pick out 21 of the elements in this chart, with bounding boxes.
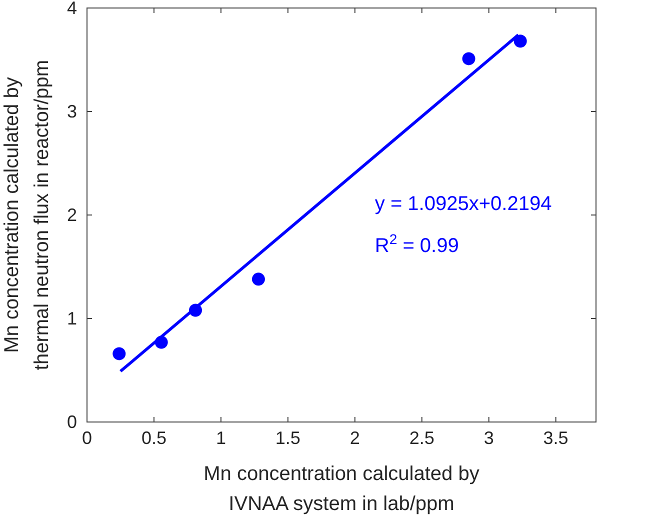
point <box>462 52 476 66</box>
x-tick-label: 3.5 <box>543 428 568 448</box>
annotation: y = 1.0925x+0.2194 <box>374 193 552 215</box>
y-tick-label: 4 <box>66 0 77 18</box>
x-tick-label: 1 <box>216 428 226 448</box>
x-axis-title: Mn concentration calculated by IVNAA system in lab/ppm <box>204 463 480 515</box>
y-tick-label: 3 <box>66 102 77 122</box>
point <box>514 34 527 48</box>
y-tick-label: 2 <box>66 205 77 225</box>
y-tick-label: 0 <box>66 412 77 432</box>
annotation: R$^{2}$ = 0.99 <box>374 231 459 257</box>
point <box>112 347 126 360</box>
y-axis-title: Mn concentration calculated by thermal neutron flux in reactor/ppm <box>1 60 53 370</box>
x-tick-label: 2 <box>350 428 360 448</box>
x-tick-label: 0 <box>82 428 92 448</box>
y-tick-label: 1 <box>66 308 77 328</box>
point <box>252 272 265 286</box>
x-tick-label: 0.5 <box>141 428 166 448</box>
x-tick-label: 3 <box>484 428 494 448</box>
x-tick-label: 1.5 <box>275 428 300 448</box>
x-tick-label: 2.5 <box>409 428 434 448</box>
